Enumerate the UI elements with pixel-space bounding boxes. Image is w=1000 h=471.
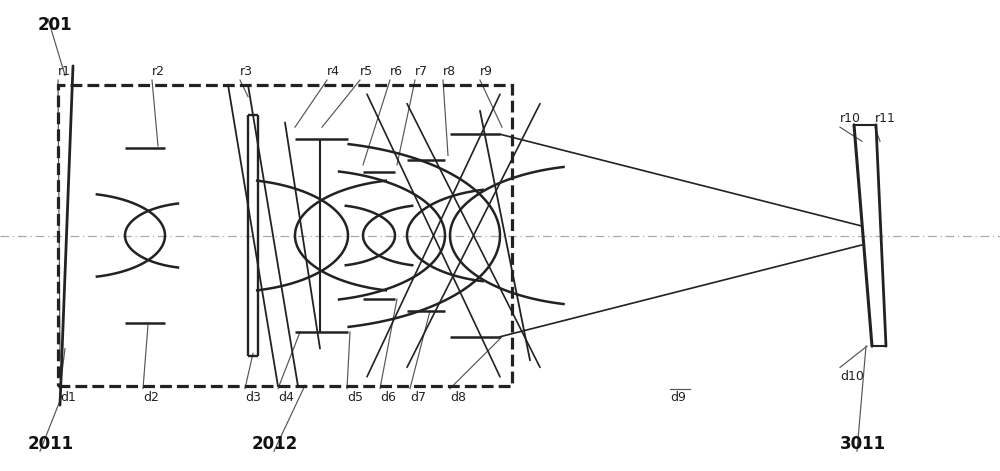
Text: d4: d4 xyxy=(278,391,294,404)
Text: r11: r11 xyxy=(875,112,896,125)
Text: d1: d1 xyxy=(60,391,76,404)
Text: r7: r7 xyxy=(415,65,428,78)
Text: d9: d9 xyxy=(670,391,686,404)
Text: r3: r3 xyxy=(240,65,253,78)
Bar xyxy=(58,85,512,386)
Text: r8: r8 xyxy=(443,65,456,78)
Text: r1: r1 xyxy=(58,65,71,78)
Text: d10: d10 xyxy=(840,370,864,383)
Text: r9: r9 xyxy=(480,65,493,78)
Text: d5: d5 xyxy=(347,391,363,404)
Text: r10: r10 xyxy=(840,112,861,125)
Text: 2011: 2011 xyxy=(28,435,74,453)
Text: d2: d2 xyxy=(143,391,159,404)
Text: d6: d6 xyxy=(380,391,396,404)
Text: d7: d7 xyxy=(410,391,426,404)
Text: 201: 201 xyxy=(38,16,73,34)
Text: r5: r5 xyxy=(360,65,373,78)
Text: d8: d8 xyxy=(450,391,466,404)
Text: 2012: 2012 xyxy=(252,435,298,453)
Text: d3: d3 xyxy=(245,391,261,404)
Text: r6: r6 xyxy=(390,65,403,78)
Text: r2: r2 xyxy=(152,65,165,78)
Text: 3011: 3011 xyxy=(840,435,886,453)
Text: r4: r4 xyxy=(327,65,340,78)
